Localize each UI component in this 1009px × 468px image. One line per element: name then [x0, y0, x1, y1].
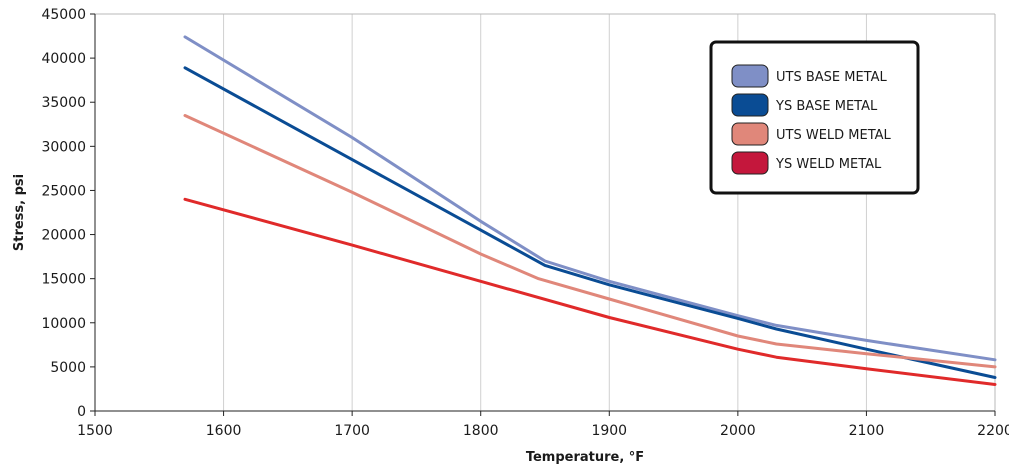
y-tick-label: 45000: [41, 7, 86, 23]
legend-label: UTS WELD METAL: [776, 128, 892, 143]
x-tick-label: 1500: [77, 423, 113, 439]
x-tick-label: 2100: [849, 423, 885, 439]
y-axis-title: Stress, psi: [12, 174, 27, 251]
y-tick-label: 30000: [41, 139, 86, 155]
y-tick-label: 5000: [50, 360, 86, 376]
series-line-1: [183, 35, 997, 362]
series-line-3: [183, 114, 997, 369]
x-tick-label: 1600: [206, 423, 242, 439]
legend-swatch: [731, 122, 769, 146]
y-tick-label: 25000: [41, 183, 86, 199]
y-tick-label: 40000: [41, 51, 86, 67]
legend-swatch: [731, 64, 769, 88]
y-tick-label: 0: [77, 404, 86, 420]
legend-label: UTS BASE METAL: [776, 70, 888, 85]
x-tick-label: 2200: [977, 423, 1009, 439]
series-line-2: [183, 66, 997, 379]
legend: UTS BASE METAL YS BASE METAL UTS WELD META…: [709, 40, 920, 195]
y-tick-label: 20000: [41, 228, 86, 244]
series-line-4: [183, 197, 997, 386]
x-tick-label: 1800: [463, 423, 499, 439]
x-axis-title: Temperature, °F: [526, 450, 644, 465]
legend-swatch: [731, 151, 769, 175]
y-tick-label: 15000: [41, 272, 86, 288]
x-tick-label: 2000: [720, 423, 756, 439]
x-tick-label: 1900: [591, 423, 627, 439]
y-tick-label: 35000: [41, 95, 86, 111]
y-tick-label: 10000: [41, 316, 86, 332]
axes: 0 5000 10000 15000 20000 25000 30000 35000 40000…: [41, 7, 1009, 439]
legend-label: YS BASE METAL: [775, 99, 878, 114]
series-lines: [183, 35, 997, 386]
x-tick-label: 1700: [334, 423, 370, 439]
legend-swatch: [731, 93, 769, 117]
legend-label: YS WELD METAL: [775, 157, 882, 172]
